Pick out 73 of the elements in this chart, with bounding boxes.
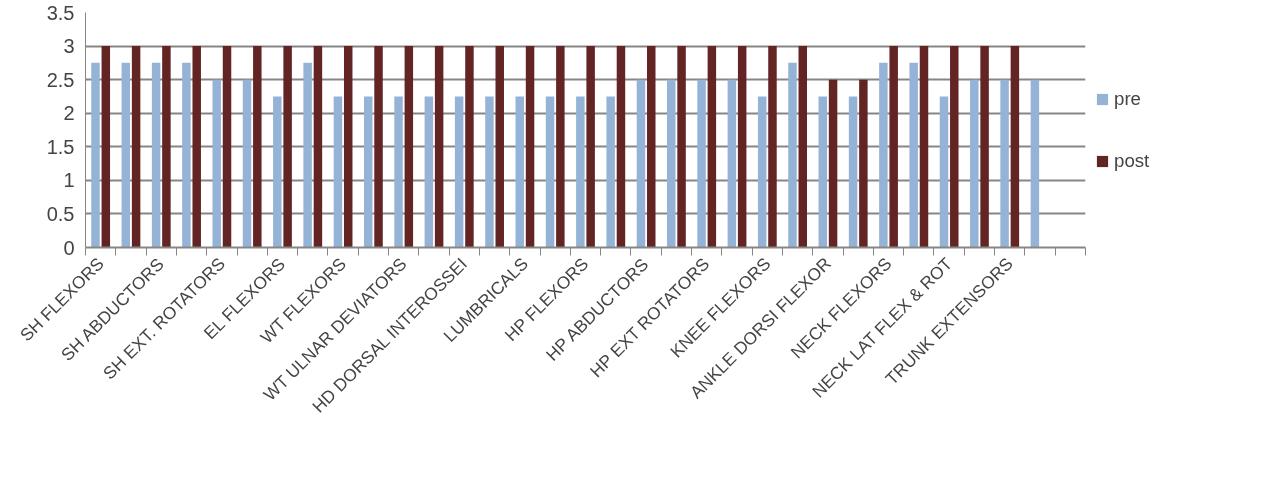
bar — [253, 46, 262, 248]
bar — [737, 46, 747, 248]
bar — [101, 46, 111, 248]
bar — [919, 46, 929, 248]
bar — [545, 96, 555, 248]
bar — [798, 46, 808, 248]
bar — [606, 96, 615, 248]
bar — [363, 96, 373, 248]
bar — [859, 79, 868, 248]
bar — [515, 96, 524, 248]
bar — [1010, 46, 1020, 248]
bar — [465, 46, 474, 248]
bar — [970, 79, 979, 248]
bar — [151, 62, 161, 248]
y-tick-label: 3.5 — [46, 1, 75, 24]
bar — [848, 96, 858, 248]
bar — [162, 46, 171, 248]
bar — [980, 46, 989, 248]
bar — [677, 46, 686, 248]
bar — [485, 96, 494, 248]
bar — [121, 62, 131, 248]
bar — [131, 46, 141, 248]
legend-label: pre — [1114, 87, 1141, 110]
bar — [273, 96, 282, 248]
bar — [727, 79, 737, 248]
bar — [909, 62, 918, 248]
bar — [242, 79, 252, 248]
bar — [343, 46, 353, 248]
bar — [707, 46, 717, 248]
bar — [1030, 79, 1040, 248]
bar — [434, 46, 444, 248]
bar — [222, 46, 232, 248]
bar — [394, 96, 403, 248]
legend-label: post — [1114, 149, 1150, 172]
y-tick-label: 2 — [63, 102, 75, 125]
bar — [828, 79, 838, 248]
bar — [939, 96, 949, 248]
bar — [667, 79, 676, 248]
y-tick-label: 3 — [63, 35, 75, 58]
bar — [1000, 79, 1009, 248]
bar — [647, 46, 656, 248]
bar — [576, 96, 585, 248]
bar — [333, 96, 343, 248]
bar — [889, 46, 898, 248]
y-tick-label: 1 — [63, 169, 75, 192]
y-tick-label: 2.5 — [46, 68, 75, 91]
bar — [404, 46, 414, 248]
bar — [768, 46, 777, 248]
bar — [313, 46, 323, 248]
bar — [454, 96, 464, 248]
bar — [192, 46, 201, 248]
bar — [182, 62, 191, 248]
bar — [818, 96, 828, 248]
y-tick-label: 1.5 — [46, 135, 75, 158]
bar — [212, 79, 221, 248]
bar — [495, 46, 504, 248]
bar — [91, 62, 100, 248]
bar — [525, 46, 535, 248]
bar — [788, 62, 797, 248]
bar — [757, 96, 767, 248]
bar — [879, 62, 888, 248]
bar — [424, 96, 434, 248]
bar — [556, 46, 565, 248]
bar — [374, 46, 383, 248]
bar — [616, 46, 626, 248]
bar — [586, 46, 595, 248]
bar — [283, 46, 292, 248]
bar — [697, 79, 706, 248]
y-tick-label: 0.5 — [46, 202, 75, 225]
y-tick-label: 0 — [63, 236, 75, 259]
bar — [303, 62, 312, 248]
bar — [636, 79, 646, 248]
bar — [950, 46, 959, 248]
